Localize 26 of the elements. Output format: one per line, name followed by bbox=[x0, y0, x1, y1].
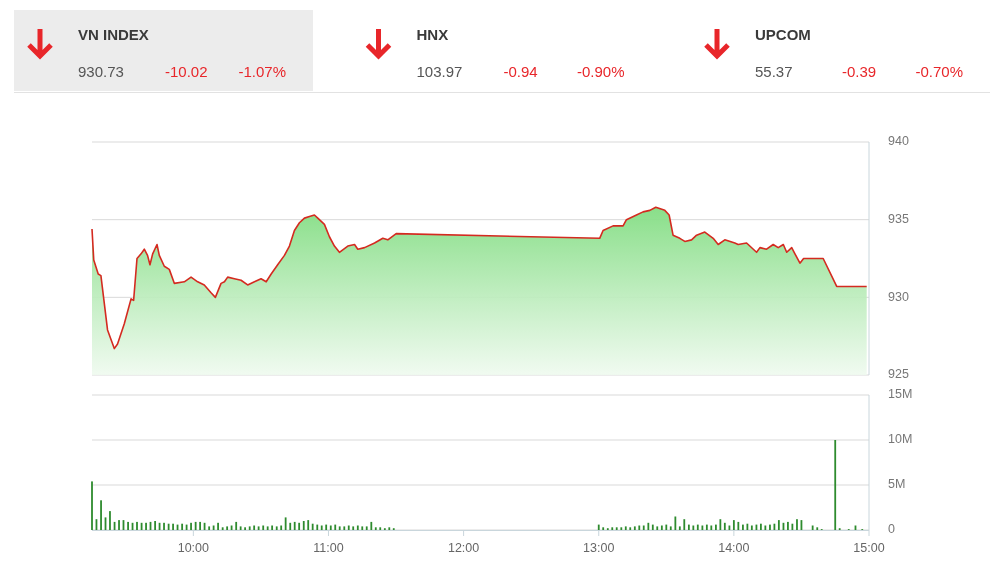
x-tick-label: 14:00 bbox=[718, 541, 750, 555]
category-label: UPCOM bbox=[755, 26, 811, 43]
y-tick-label: 925 bbox=[888, 367, 909, 382]
y-tick-label: 0 bbox=[888, 522, 895, 537]
data-label: -10.02 bbox=[165, 63, 208, 80]
data-label: 103.97 bbox=[416, 63, 463, 80]
x-tick-label: 12:00 bbox=[447, 541, 480, 555]
x-tick-label: 13:00 bbox=[583, 541, 615, 555]
y-tick-label: 10M bbox=[888, 432, 913, 447]
y-tick-label: 940 bbox=[888, 134, 909, 149]
y-tick-label: 930 bbox=[888, 289, 909, 304]
data-label: -0.90% bbox=[576, 63, 625, 80]
y-tick-label: 15M bbox=[888, 387, 913, 402]
category-label: VN INDEX bbox=[78, 26, 149, 43]
data-label: -1.07% bbox=[238, 63, 286, 80]
y-tick-label: 5M bbox=[888, 477, 906, 492]
x-tick-label: 15:00 bbox=[853, 541, 885, 555]
data-label: -0.39 bbox=[842, 63, 877, 80]
category-label: HNX bbox=[416, 26, 449, 43]
data-label: 930.73 bbox=[78, 63, 124, 80]
x-tick-label: 10:00 bbox=[177, 541, 210, 555]
x-tick-label: 11:00 bbox=[313, 541, 344, 555]
data-label: 55.37 bbox=[755, 63, 793, 80]
data-label: -0.70% bbox=[915, 63, 963, 80]
data-label: -0.94 bbox=[503, 63, 538, 80]
y-tick-label: 935 bbox=[888, 211, 909, 226]
